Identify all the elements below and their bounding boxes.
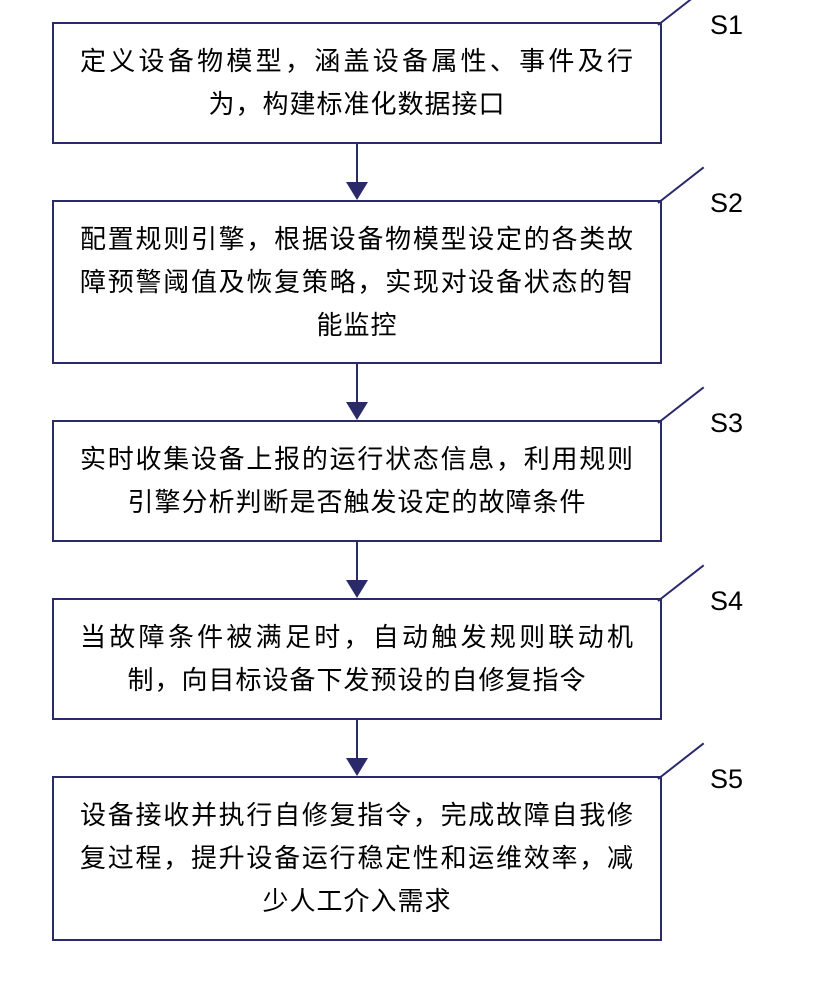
flow-node-text: 定义设备物模型，涵盖设备属性、事件及行为，构建标准化数据接口 <box>80 40 634 126</box>
arrow-line <box>356 542 358 580</box>
flowchart-container: 定义设备物模型，涵盖设备属性、事件及行为，构建标准化数据接口 S1 配置规则引擎… <box>52 22 752 941</box>
flow-node-s4: 当故障条件被满足时，自动触发规则联动机制，向目标设备下发预设的自修复指令 <box>52 598 662 720</box>
label-tick <box>657 166 704 203</box>
flow-step: 设备接收并执行自修复指令，完成故障自我修复过程，提升设备运行稳定性和运维效率，减… <box>52 776 752 941</box>
arrow-line <box>356 364 358 402</box>
flow-label-s2: S2 <box>710 188 743 219</box>
arrow-head-icon <box>346 758 368 776</box>
flow-node-text: 实时收集设备上报的运行状态信息，利用规则引擎分析判断是否触发设定的故障条件 <box>80 438 634 524</box>
flow-step: 配置规则引擎，根据设备物模型设定的各类故障预警阈值及恢复策略，实现对设备状态的智… <box>52 200 752 365</box>
flow-label-s5: S5 <box>710 764 743 795</box>
flow-node-text: 当故障条件被满足时，自动触发规则联动机制，向目标设备下发预设的自修复指令 <box>80 616 634 702</box>
arrow-head-icon <box>346 402 368 420</box>
flow-step: 当故障条件被满足时，自动触发规则联动机制，向目标设备下发预设的自修复指令 S4 <box>52 598 752 720</box>
flow-label-s4: S4 <box>710 586 743 617</box>
flow-node-text: 配置规则引擎，根据设备物模型设定的各类故障预警阈值及恢复策略，实现对设备状态的智… <box>80 218 634 347</box>
flow-step: 实时收集设备上报的运行状态信息，利用规则引擎分析判断是否触发设定的故障条件 S3 <box>52 420 752 542</box>
label-tick <box>657 387 704 424</box>
arrow-line <box>356 144 358 182</box>
flow-arrow <box>52 364 662 420</box>
label-tick <box>657 0 704 26</box>
flow-label-s1: S1 <box>710 10 743 41</box>
arrow-head-icon <box>346 182 368 200</box>
flow-node-s5: 设备接收并执行自修复指令，完成故障自我修复过程，提升设备运行稳定性和运维效率，减… <box>52 776 662 941</box>
flow-arrow <box>52 542 662 598</box>
flow-arrow <box>52 720 662 776</box>
flow-node-s1: 定义设备物模型，涵盖设备属性、事件及行为，构建标准化数据接口 <box>52 22 662 144</box>
flow-arrow <box>52 144 662 200</box>
arrow-head-icon <box>346 580 368 598</box>
flow-node-s2: 配置规则引擎，根据设备物模型设定的各类故障预警阈值及恢复策略，实现对设备状态的智… <box>52 200 662 365</box>
flow-label-s3: S3 <box>710 408 743 439</box>
flow-node-s3: 实时收集设备上报的运行状态信息，利用规则引擎分析判断是否触发设定的故障条件 <box>52 420 662 542</box>
flow-node-text: 设备接收并执行自修复指令，完成故障自我修复过程，提升设备运行稳定性和运维效率，减… <box>80 794 634 923</box>
label-tick <box>657 565 704 602</box>
flow-step: 定义设备物模型，涵盖设备属性、事件及行为，构建标准化数据接口 S1 <box>52 22 752 144</box>
arrow-line <box>356 720 358 758</box>
label-tick <box>657 743 704 780</box>
